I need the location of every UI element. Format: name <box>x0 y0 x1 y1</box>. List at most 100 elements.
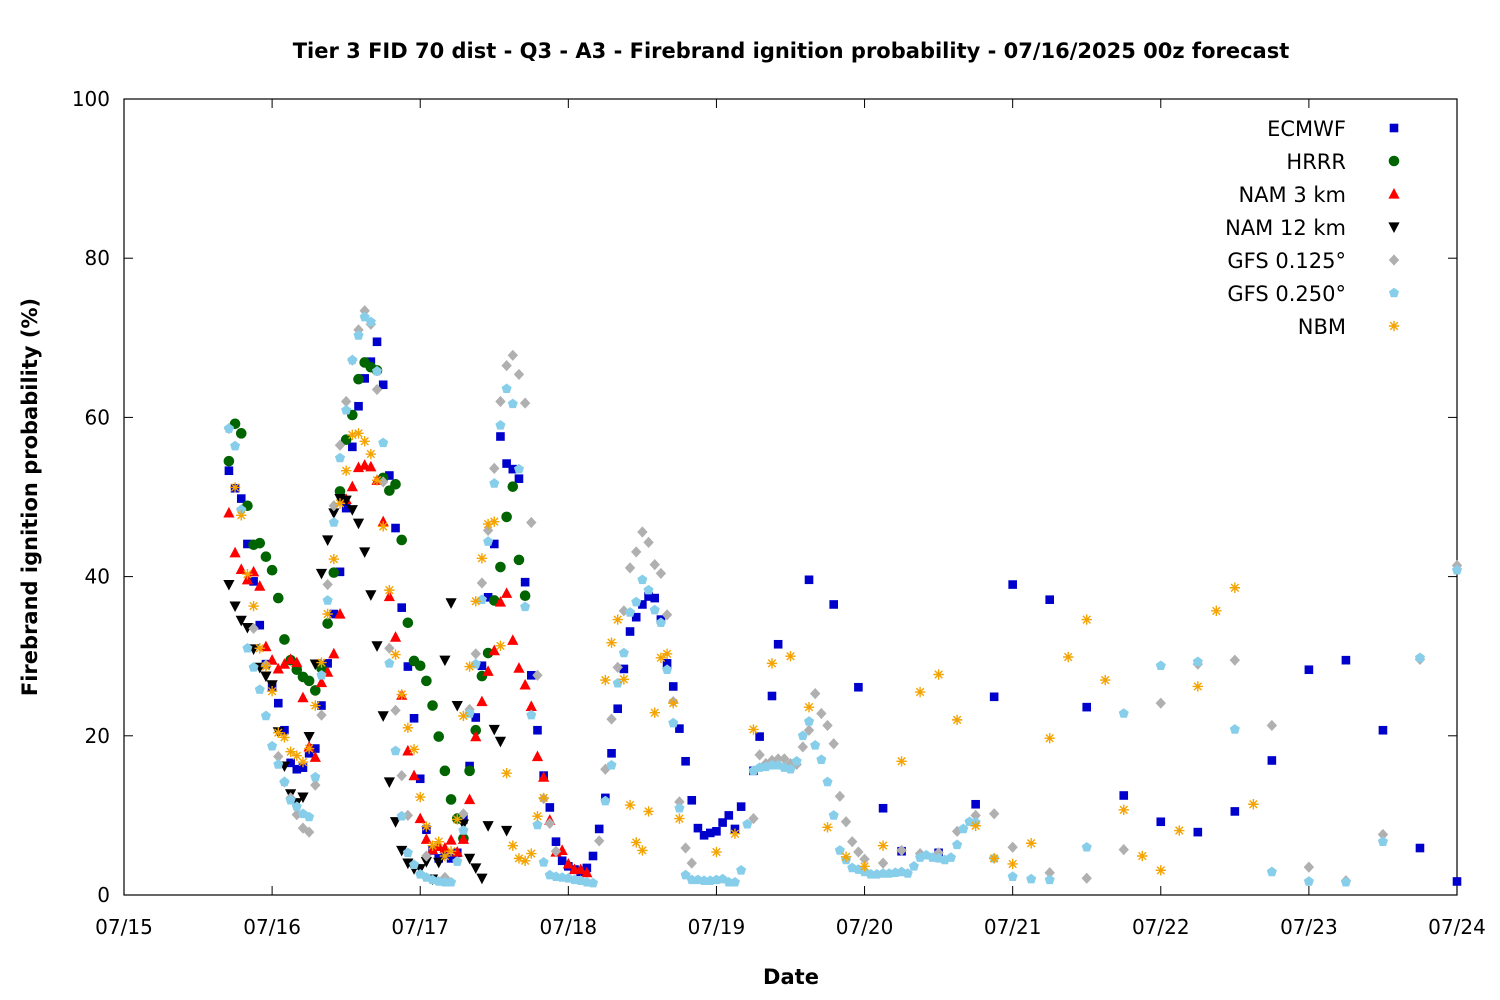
data-point <box>347 429 358 441</box>
data-point <box>766 658 778 669</box>
data-point <box>859 853 870 865</box>
data-point <box>452 814 463 825</box>
data-point <box>346 480 358 492</box>
data-point <box>711 846 722 858</box>
data-point <box>662 659 672 668</box>
data-point <box>457 833 470 844</box>
data-point <box>488 724 500 736</box>
data-point <box>791 755 802 766</box>
data-point <box>236 504 247 515</box>
data-point <box>427 840 438 851</box>
chart-title: Tier 3 FID 70 dist - Q3 - A3 - Firebrand… <box>293 39 1290 63</box>
data-point <box>446 854 456 863</box>
data-point <box>389 817 402 828</box>
data-point <box>1267 756 1277 765</box>
data-point <box>495 640 506 652</box>
data-point <box>433 836 444 847</box>
data-point <box>1044 867 1055 879</box>
x-tick-label: 07/21 <box>984 915 1042 939</box>
data-point <box>606 713 617 725</box>
data-point <box>661 609 673 621</box>
data-point <box>1378 725 1388 735</box>
data-point <box>785 763 796 774</box>
data-point <box>322 618 333 629</box>
data-point <box>241 622 254 634</box>
data-point <box>260 551 272 562</box>
data-point <box>477 661 487 671</box>
data-point <box>1192 656 1203 667</box>
data-point <box>372 337 382 347</box>
data-point <box>674 796 685 808</box>
data-point <box>668 717 679 728</box>
data-point <box>359 547 371 558</box>
data-point <box>1193 827 1203 837</box>
data-point <box>248 662 259 672</box>
data-point <box>600 795 611 806</box>
data-point <box>501 360 512 372</box>
data-point <box>334 608 346 619</box>
data-point <box>1451 564 1463 575</box>
data-point <box>501 383 512 394</box>
data-point <box>341 503 351 513</box>
data-point <box>724 811 734 820</box>
legend-label: NAM 3 km <box>1238 183 1346 207</box>
data-point <box>668 682 678 691</box>
data-point <box>322 608 333 620</box>
data-point <box>958 823 969 834</box>
data-point <box>619 664 629 674</box>
data-point <box>439 842 451 853</box>
data-point <box>519 678 531 690</box>
data-point <box>464 661 475 672</box>
data-point <box>334 439 346 451</box>
data-point <box>297 756 309 768</box>
data-point <box>520 601 531 612</box>
data-point <box>483 536 494 546</box>
x-tick-label: 07/22 <box>1132 915 1190 939</box>
data-point <box>366 357 376 366</box>
data-point <box>279 634 290 645</box>
data-point <box>328 517 339 527</box>
data-point <box>396 689 407 700</box>
data-point <box>494 596 507 607</box>
data-point <box>1341 655 1351 665</box>
y-tick-label: 60 <box>85 405 110 429</box>
data-point <box>371 641 383 652</box>
data-point <box>525 700 537 711</box>
data-point <box>352 518 365 530</box>
data-point <box>699 831 709 840</box>
data-point <box>1377 828 1389 841</box>
series-nam-3-km <box>223 459 593 878</box>
data-point <box>532 669 543 681</box>
data-point <box>650 593 660 603</box>
data-point <box>236 510 247 521</box>
legend-marker <box>1388 155 1400 167</box>
data-point <box>797 730 808 741</box>
data-point <box>489 462 500 474</box>
data-point <box>1174 825 1185 836</box>
data-point <box>1303 876 1314 886</box>
data-point <box>445 846 457 857</box>
data-point <box>816 707 827 720</box>
x-tick-label: 07/24 <box>1428 915 1486 939</box>
data-point <box>644 592 653 601</box>
data-point <box>854 682 863 692</box>
data-point <box>482 518 494 530</box>
data-point <box>1452 877 1462 886</box>
data-point <box>235 615 247 627</box>
legend-label: ECMWF <box>1267 117 1346 141</box>
data-point <box>273 698 283 708</box>
data-point <box>612 661 623 673</box>
data-point <box>285 794 296 805</box>
data-point <box>273 727 284 738</box>
data-point <box>507 349 518 361</box>
data-point <box>729 876 740 887</box>
data-point <box>322 595 333 605</box>
data-point <box>229 482 241 493</box>
data-point <box>420 833 432 844</box>
data-point <box>223 579 235 591</box>
data-point <box>538 857 549 867</box>
legend-marker <box>1388 222 1400 233</box>
data-point <box>804 575 814 585</box>
data-point <box>637 845 648 856</box>
data-point <box>328 647 340 659</box>
